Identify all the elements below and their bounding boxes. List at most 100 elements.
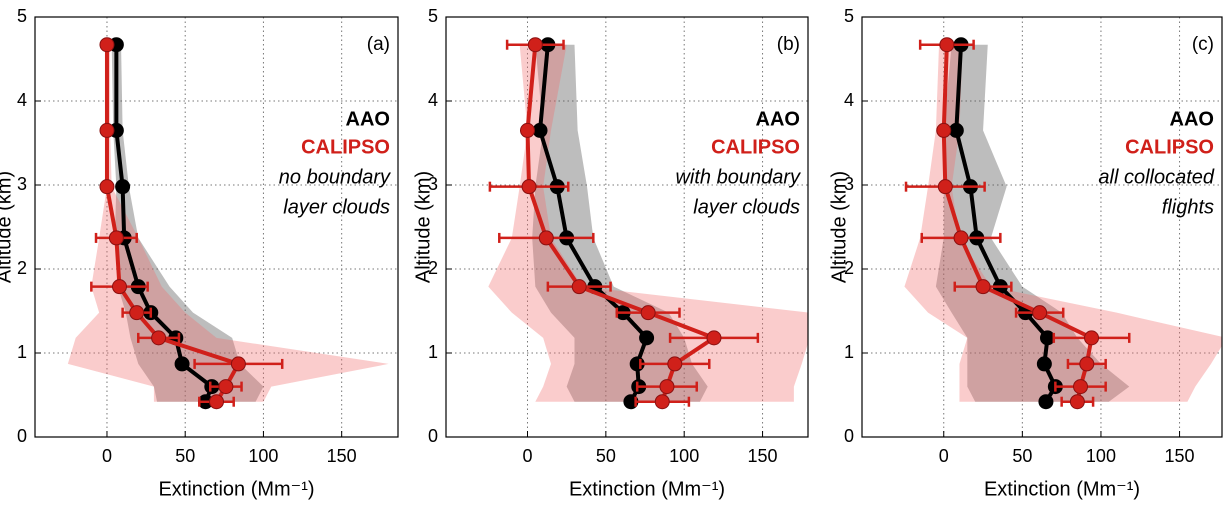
panel-label: (b) bbox=[777, 34, 800, 55]
plot-area bbox=[35, 17, 398, 437]
y-tick-label: 2 bbox=[844, 258, 854, 278]
data-point bbox=[571, 279, 587, 295]
plot-frame bbox=[861, 16, 1223, 438]
x-tick-label: 50 bbox=[1012, 446, 1032, 466]
y-tick-label: 5 bbox=[428, 6, 438, 26]
plot-area bbox=[446, 17, 808, 437]
data-point bbox=[129, 305, 145, 321]
legend-entry: CALIPSO bbox=[711, 136, 800, 158]
y-tick-label: 4 bbox=[428, 90, 438, 110]
y-tick-label: 5 bbox=[844, 6, 854, 26]
y-tick-label: 0 bbox=[844, 426, 854, 446]
data-point bbox=[939, 37, 955, 53]
range-band bbox=[935, 44, 1130, 402]
data-point bbox=[538, 230, 554, 246]
x-tick-label: 50 bbox=[596, 446, 616, 466]
data-point bbox=[936, 122, 952, 138]
legend-entry: AAO bbox=[756, 108, 800, 130]
annotation: layer clouds bbox=[693, 196, 800, 218]
series-line bbox=[525, 44, 719, 403]
panel: 0 50 100 150 0 1 2 3 4 5 (c) AAO CALIPSO all collocat… bbox=[828, 6, 1223, 500]
data-point bbox=[111, 279, 127, 295]
y-tick-label: 3 bbox=[428, 174, 438, 194]
data-point bbox=[1069, 394, 1085, 410]
legend-entry: AAO bbox=[346, 108, 390, 130]
data-point bbox=[639, 330, 655, 346]
panel: 0 50 100 150 0 1 2 3 4 5 (a) AAO CALIPSO no boundary l… bbox=[0, 6, 399, 500]
y-tick-label: 4 bbox=[844, 90, 854, 110]
data-point bbox=[640, 305, 656, 321]
range-band bbox=[488, 44, 808, 402]
data-point bbox=[975, 279, 991, 295]
plot-frame bbox=[445, 16, 809, 438]
x-tick-label: 150 bbox=[748, 446, 778, 466]
data-point bbox=[706, 330, 722, 346]
data-point bbox=[99, 37, 115, 53]
data-point bbox=[151, 330, 167, 346]
x-tick-label: 0 bbox=[939, 446, 949, 466]
annotation: flights bbox=[1162, 196, 1214, 218]
y-axis-label: Altitude (km) bbox=[828, 171, 850, 283]
data-point bbox=[521, 179, 537, 195]
data-point bbox=[1038, 394, 1054, 410]
data-point bbox=[659, 379, 675, 395]
x-tick-label: 100 bbox=[1086, 446, 1116, 466]
x-tick-label: 0 bbox=[102, 446, 112, 466]
y-tick-label: 0 bbox=[428, 426, 438, 446]
data-point bbox=[230, 356, 246, 372]
annotation: no boundary bbox=[279, 166, 391, 188]
x-axis-label: Extinction (Mm⁻¹) bbox=[569, 478, 725, 500]
series-line bbox=[104, 44, 242, 403]
annotation: layer clouds bbox=[283, 196, 390, 218]
y-tick-label: 1 bbox=[844, 342, 854, 362]
x-axis-label: Extinction (Mm⁻¹) bbox=[984, 478, 1140, 500]
data-point bbox=[174, 356, 190, 372]
data-point bbox=[99, 122, 115, 138]
data-point bbox=[532, 122, 548, 138]
y-tick-label: 5 bbox=[17, 6, 27, 26]
y-tick-label: 3 bbox=[844, 174, 854, 194]
series-line bbox=[114, 44, 215, 403]
x-tick-label: 100 bbox=[248, 446, 278, 466]
data-point bbox=[667, 356, 683, 372]
data-point bbox=[519, 122, 535, 138]
data-point bbox=[108, 230, 124, 246]
y-tick-label: 1 bbox=[428, 342, 438, 362]
data-point bbox=[209, 394, 224, 410]
data-point bbox=[1079, 356, 1095, 372]
data-point bbox=[115, 179, 131, 195]
y-tick-label: 2 bbox=[428, 258, 438, 278]
data-point bbox=[218, 379, 234, 395]
y-axis-label: Altitude (km) bbox=[412, 171, 434, 283]
data-point bbox=[1073, 379, 1089, 395]
panel: 0 50 100 150 0 1 2 3 4 5 (b) AAO CALIPSO with boundar… bbox=[412, 6, 809, 500]
x-tick-label: 150 bbox=[1165, 446, 1195, 466]
data-point bbox=[99, 179, 115, 195]
data-point bbox=[953, 230, 969, 246]
data-point bbox=[1084, 330, 1100, 346]
data-point bbox=[1036, 356, 1052, 372]
panel-label: (c) bbox=[1192, 34, 1214, 55]
y-axis-label: Altitude (km) bbox=[0, 171, 15, 283]
y-tick-label: 3 bbox=[17, 174, 27, 194]
legend-entry: CALIPSO bbox=[1125, 136, 1214, 158]
y-tick-label: 4 bbox=[17, 90, 27, 110]
legend-entry: AAO bbox=[1170, 108, 1214, 130]
x-tick-label: 150 bbox=[327, 446, 357, 466]
data-point bbox=[1040, 330, 1056, 346]
y-tick-label: 0 bbox=[17, 426, 27, 446]
x-tick-label: 0 bbox=[522, 446, 532, 466]
data-point bbox=[1032, 305, 1048, 321]
data-point bbox=[527, 37, 543, 53]
data-point bbox=[654, 394, 670, 410]
legend-entry: CALIPSO bbox=[301, 136, 390, 158]
data-point bbox=[937, 179, 953, 195]
x-tick-label: 100 bbox=[669, 446, 699, 466]
x-tick-label: 50 bbox=[175, 446, 195, 466]
y-tick-label: 1 bbox=[17, 342, 27, 362]
series-line bbox=[941, 44, 1094, 403]
data-point bbox=[948, 122, 964, 138]
annotation: with boundary bbox=[675, 166, 801, 188]
y-tick-label: 2 bbox=[17, 258, 27, 278]
